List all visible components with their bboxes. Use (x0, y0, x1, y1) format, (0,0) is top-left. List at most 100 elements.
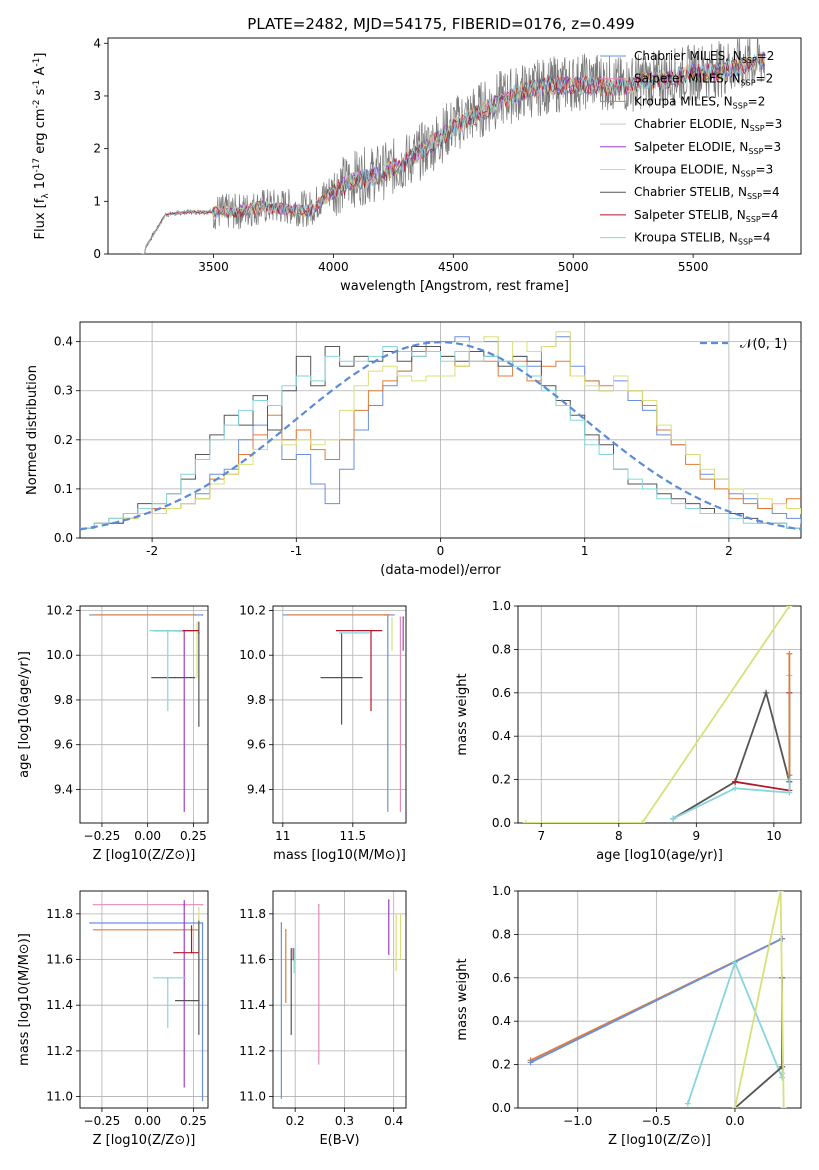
x-tick-label: −0.5 (642, 1114, 671, 1128)
data-point (196, 929, 198, 931)
label-part: age [log10(age/yr)] (17, 651, 32, 778)
panel-z-mass: −0.25 0.00 0.25 11.0 11.2 11.4 11.6 11.8 Z [log1… (17, 890, 209, 1148)
axes-frame (79, 890, 209, 1109)
x-axis-label: (data-model)/error (380, 563, 501, 578)
data-point (198, 999, 200, 1002)
axes-frame (79, 321, 802, 539)
model-spectrum-line (141, 51, 765, 254)
panel-z-weight: −1.0 −0.5 0.0 0.0 0.2 0.4 0.6 0.8 1.0 Z [log10(Z/… (455, 884, 802, 1148)
weight-marker (763, 689, 770, 696)
histogram-series (80, 336, 801, 529)
panel-residuals: -2 -1 0 1 2 0.0 0.1 0.2 0.3 0.4 (data-model)/error… (25, 321, 802, 578)
label-part: -2 (32, 100, 42, 109)
y-tick-label: 0.6 (492, 686, 511, 700)
y-tick-label: 0.8 (492, 642, 511, 656)
label-part: Normed distribution (25, 365, 40, 495)
legend-model-name: Chabrier MILES, N (634, 49, 742, 63)
data-point (166, 977, 169, 979)
label-part: A (33, 66, 48, 79)
weight-marker (786, 789, 793, 796)
weight-marker (731, 1105, 738, 1108)
legend-ssp-sub: SSP (750, 124, 765, 133)
x-tick-label: 11 (275, 829, 290, 843)
label-part: Flux [f (33, 198, 48, 239)
data-point (280, 922, 283, 924)
weight-series-line (530, 937, 783, 1064)
x-axis-label: mass [log10(M/M⊙)] (273, 848, 406, 863)
y-tick-label: 4 (93, 36, 101, 50)
weight-series-line (672, 675, 791, 820)
weight-marker (786, 606, 793, 609)
x-tick-label: −0.25 (84, 829, 121, 843)
y-tick-label: 11.0 (46, 1090, 73, 1104)
label-part: mass weight (455, 958, 470, 1040)
legend-model-name: Salpeter MILES, N (634, 72, 741, 86)
label-part: (data-model)/error (380, 563, 501, 578)
y-tick-label: 9.6 (247, 738, 266, 752)
x-tick-label: 0.4 (384, 1114, 403, 1128)
data-point (290, 958, 293, 961)
weight-series-line (734, 692, 791, 792)
x-tick-label: 0.2 (286, 1114, 305, 1128)
legend-ssp-sub: SSP (746, 215, 761, 224)
x-tick-label: 5500 (678, 260, 709, 274)
data-point (285, 929, 287, 931)
y-tick-label: 1.0 (492, 884, 511, 898)
data-point (395, 913, 397, 915)
y-axis-label: mass weight (455, 958, 470, 1040)
y-tick-label: 0.0 (492, 1101, 511, 1115)
x-tick-label: -2 (146, 544, 158, 558)
label-part: -17 (32, 158, 42, 173)
label-part: mass [log10(M/M⊙)] (17, 933, 32, 1066)
label-part: λ (41, 193, 51, 199)
y-tick-label: 0.4 (54, 335, 73, 349)
weight-marker (522, 820, 529, 823)
x-tick-label: 11.5 (339, 829, 366, 843)
data-point (387, 899, 390, 901)
x-tick-label: 3500 (198, 260, 229, 274)
axes-frame (517, 890, 802, 1109)
weight-marker (777, 891, 784, 894)
legend: 𝒩(0, 1) (700, 337, 787, 352)
label-part: E(B-V) (319, 1133, 359, 1148)
data-point (194, 614, 196, 616)
plot-area (141, 38, 766, 254)
x-tick-label: 4500 (438, 260, 469, 274)
histogram-series (80, 331, 801, 529)
x-tick-label: 7 (537, 829, 545, 843)
x-tick-label: 0.3 (335, 1114, 354, 1128)
legend-label: Salpeter STELIB, NSSP=4 (634, 208, 778, 224)
data-point (198, 632, 200, 634)
legend-nssp: =2 (756, 72, 774, 86)
weight-marker (786, 650, 793, 657)
y-tick-label: 11.6 (46, 953, 73, 967)
axes-frame (107, 37, 802, 255)
panel-mass-age: 11 11.5 9.4 9.6 9.8 10.0 10.2 mass [log10(M/M⊙)… (239, 603, 407, 863)
y-tick-label: 11.4 (46, 998, 73, 1012)
model-spectrum-line (141, 56, 765, 254)
legend-label: 𝒩(0, 1) (740, 337, 787, 352)
data-point (402, 616, 405, 618)
y-tick-label: 0.4 (492, 729, 511, 743)
legend-ssp-sub: SSP (733, 101, 748, 110)
x-axis-label: Z [log10(Z/Z⊙)] (608, 1133, 711, 1148)
y-tick-label: 0.6 (492, 971, 511, 985)
data-point (201, 614, 204, 616)
legend-label: Kroupa MILES, NSSP=2 (634, 94, 765, 110)
x-axis-label: Z [log10(Z/Z⊙)] (93, 848, 196, 863)
y-tick-label: 11.2 (239, 1044, 266, 1058)
y-axis-label: Flux [fλ 10-17 erg cm-2 s-1 A-1] (32, 53, 51, 240)
y-tick-label: 10.0 (46, 648, 73, 662)
legend-label: Kroupa STELIB, NSSP=4 (634, 231, 771, 247)
data-point (174, 676, 176, 679)
y-tick-label: 10.2 (46, 603, 73, 617)
data-point (354, 632, 357, 634)
y-tick-label: 0.0 (492, 816, 511, 830)
x-tick-label: 0 (437, 544, 445, 558)
legend-label: Kroupa ELODIE, NSSP=3 (634, 163, 773, 179)
y-tick-label: 11.6 (239, 953, 266, 967)
y-axis-label: Normed distribution (25, 365, 40, 495)
axes-frame (272, 890, 407, 1109)
weight-marker (779, 1063, 786, 1070)
x-axis-label: age [log10(age/yr)] (596, 848, 723, 863)
